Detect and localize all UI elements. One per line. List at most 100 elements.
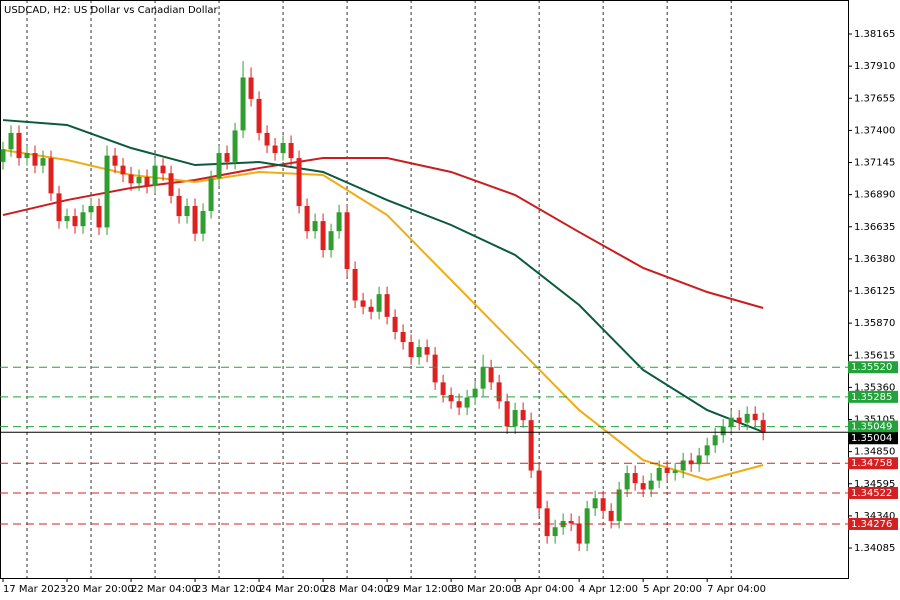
candle-body — [8, 132, 14, 150]
candle-body — [752, 413, 758, 421]
candle-body — [424, 347, 430, 355]
candle-body — [688, 460, 694, 465]
candle-body — [680, 460, 686, 471]
candle-body — [504, 401, 510, 427]
candle-body — [56, 193, 62, 222]
candle-body — [344, 212, 350, 269]
candle-body — [496, 382, 502, 402]
y-tick-label: 1.36125 — [854, 286, 895, 297]
plot-frame — [0, 0, 849, 579]
candle-body — [120, 165, 126, 175]
candle-body — [536, 470, 542, 509]
candle-body — [656, 468, 662, 481]
candle-body — [48, 158, 54, 194]
chart-title: USDCAD, H2: US Dollar vs Canadian Dollar — [4, 5, 218, 16]
candle-body — [568, 520, 574, 524]
candle-body — [456, 401, 462, 408]
candle-body — [632, 473, 638, 484]
y-tick-label: 1.35870 — [854, 318, 895, 329]
level-label: 1.34758 — [851, 458, 892, 469]
candle-body — [712, 435, 718, 446]
candle-body — [184, 205, 190, 217]
y-tick-label: 1.36380 — [854, 254, 895, 265]
candle-body — [256, 98, 262, 133]
candle-body — [152, 165, 158, 186]
y-tick-label: 1.37400 — [854, 125, 895, 136]
candle-body — [128, 174, 134, 184]
candle-body — [272, 145, 278, 154]
price-label: 1.35004 — [851, 433, 892, 444]
level-label: 1.35049 — [851, 422, 892, 433]
candle-body — [304, 205, 310, 232]
candle-body — [312, 221, 318, 232]
x-tick-label: 17 Mar 2023 — [3, 584, 66, 595]
y-tick-label: 1.34340 — [854, 511, 895, 522]
x-tick-label: 4 Apr 12:00 — [579, 584, 638, 595]
candle-body — [384, 294, 390, 317]
candle-body — [208, 178, 214, 212]
candle-body — [280, 142, 286, 154]
candle-body — [480, 367, 486, 389]
level-label-box — [848, 420, 898, 433]
candle-body — [40, 158, 46, 166]
y-tick-label: 1.37910 — [854, 61, 895, 72]
candle-body — [368, 306, 374, 312]
candle-body — [584, 508, 590, 544]
candle-body — [376, 294, 382, 312]
x-tick-label: 20 Mar 20:00 — [67, 584, 134, 595]
y-tick-label: 1.37145 — [854, 158, 895, 169]
level-label-box — [848, 390, 898, 403]
candle-body — [216, 153, 222, 179]
level-label: 1.34276 — [851, 519, 892, 530]
y-tick-label: 1.35105 — [854, 415, 895, 426]
candle-body — [624, 473, 630, 490]
candle-body — [0, 149, 6, 162]
candle-body — [736, 417, 742, 423]
candle-body — [192, 205, 198, 234]
y-tick-label: 1.35615 — [854, 350, 895, 361]
level-label-box — [848, 486, 898, 499]
y-tick-label: 1.36890 — [854, 190, 895, 201]
candle-body — [88, 205, 94, 213]
candle-body — [296, 158, 302, 206]
x-tick-label: 7 Apr 04:00 — [707, 584, 766, 595]
candle-body — [696, 455, 702, 465]
candle-body — [320, 221, 326, 251]
candle-body — [440, 382, 446, 395]
y-tick-label: 1.35360 — [854, 382, 895, 393]
candle-body — [232, 130, 238, 162]
x-tick-label: 5 Apr 20:00 — [643, 584, 702, 595]
candle-body — [488, 367, 494, 383]
candle-body — [600, 498, 606, 511]
candle-body — [592, 498, 598, 509]
moving-average — [2, 119, 764, 433]
y-tick-label: 1.38165 — [854, 29, 895, 40]
x-tick-label: 30 Mar 20:00 — [451, 584, 518, 595]
candle-body — [352, 268, 358, 301]
candle-body — [104, 155, 110, 228]
candle-body — [96, 205, 102, 228]
y-tick-label: 1.34085 — [854, 543, 895, 554]
candle-body — [64, 216, 70, 222]
candle-body — [672, 470, 678, 474]
candle-body — [288, 142, 294, 159]
candle-body — [24, 153, 30, 159]
level-label: 1.34522 — [851, 488, 892, 499]
candle-body — [744, 413, 750, 423]
candle-body — [664, 468, 670, 474]
candle-body — [472, 388, 478, 398]
y-tick-label: 1.34850 — [854, 447, 895, 458]
candle-body — [720, 426, 726, 436]
candle-body — [648, 480, 654, 490]
candle-body — [136, 177, 142, 184]
candle-body — [248, 77, 254, 99]
level-label-box — [848, 517, 898, 530]
candle-body — [432, 354, 438, 383]
level-label-box — [848, 361, 898, 374]
candle-body — [448, 394, 454, 402]
candle-body — [552, 527, 558, 537]
candle-body — [512, 410, 518, 427]
candle-body — [328, 231, 334, 251]
level-label: 1.35285 — [851, 392, 892, 403]
